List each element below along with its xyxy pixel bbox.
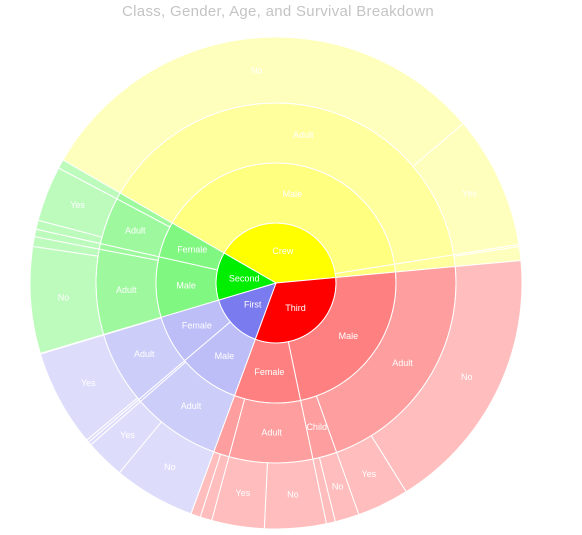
label-first-female-adult-yes: Yes xyxy=(81,378,96,388)
label-first-female-adult: Adult xyxy=(134,349,155,359)
label-third-male-adult-yes: Yes xyxy=(361,469,376,479)
label-crew-male-adult-yes: Yes xyxy=(462,188,477,198)
label-crew-male: Male xyxy=(283,189,303,199)
label-first-male-adult-yes: Yes xyxy=(120,430,135,440)
label-first: First xyxy=(244,299,262,309)
label-first-male-adult: Adult xyxy=(181,401,202,411)
segment-second-female-child-yes xyxy=(57,159,121,200)
segment-crew-male-adult-no xyxy=(62,36,465,194)
label-second-female: Female xyxy=(177,245,207,255)
label-second-male-adult: Adult xyxy=(116,285,137,295)
label-third-female: Female xyxy=(254,367,284,377)
label-first-male-adult-no: No xyxy=(164,462,176,472)
label-third-female-adult-no: No xyxy=(287,490,299,500)
label-first-male: Male xyxy=(215,351,235,361)
label-crew: Crew xyxy=(272,246,294,256)
label-third: Third xyxy=(285,303,306,313)
label-second-female-adult: Adult xyxy=(125,225,146,235)
label-first-female: Female xyxy=(182,320,212,330)
label-second: Second xyxy=(229,274,260,284)
label-second-male-adult-no: No xyxy=(58,292,70,302)
label-second-male: Male xyxy=(176,280,196,290)
label-third-male-adult-no: No xyxy=(461,372,473,382)
label-third-female-adult-yes: Yes xyxy=(236,488,251,498)
label-crew-male-adult: Adult xyxy=(293,130,314,140)
label-second-female-adult-yes: Yes xyxy=(70,200,85,210)
label-third-female-adult: Adult xyxy=(261,427,282,437)
chart-title: Class, Gender, Age, and Survival Breakdo… xyxy=(122,3,434,20)
label-crew-male-adult-no: No xyxy=(251,65,263,75)
label-third-male-child-no: No xyxy=(332,481,344,491)
label-third-male: Male xyxy=(339,331,359,341)
label-third-male-child: Child xyxy=(306,422,327,432)
label-third-male-adult: Adult xyxy=(392,358,413,368)
